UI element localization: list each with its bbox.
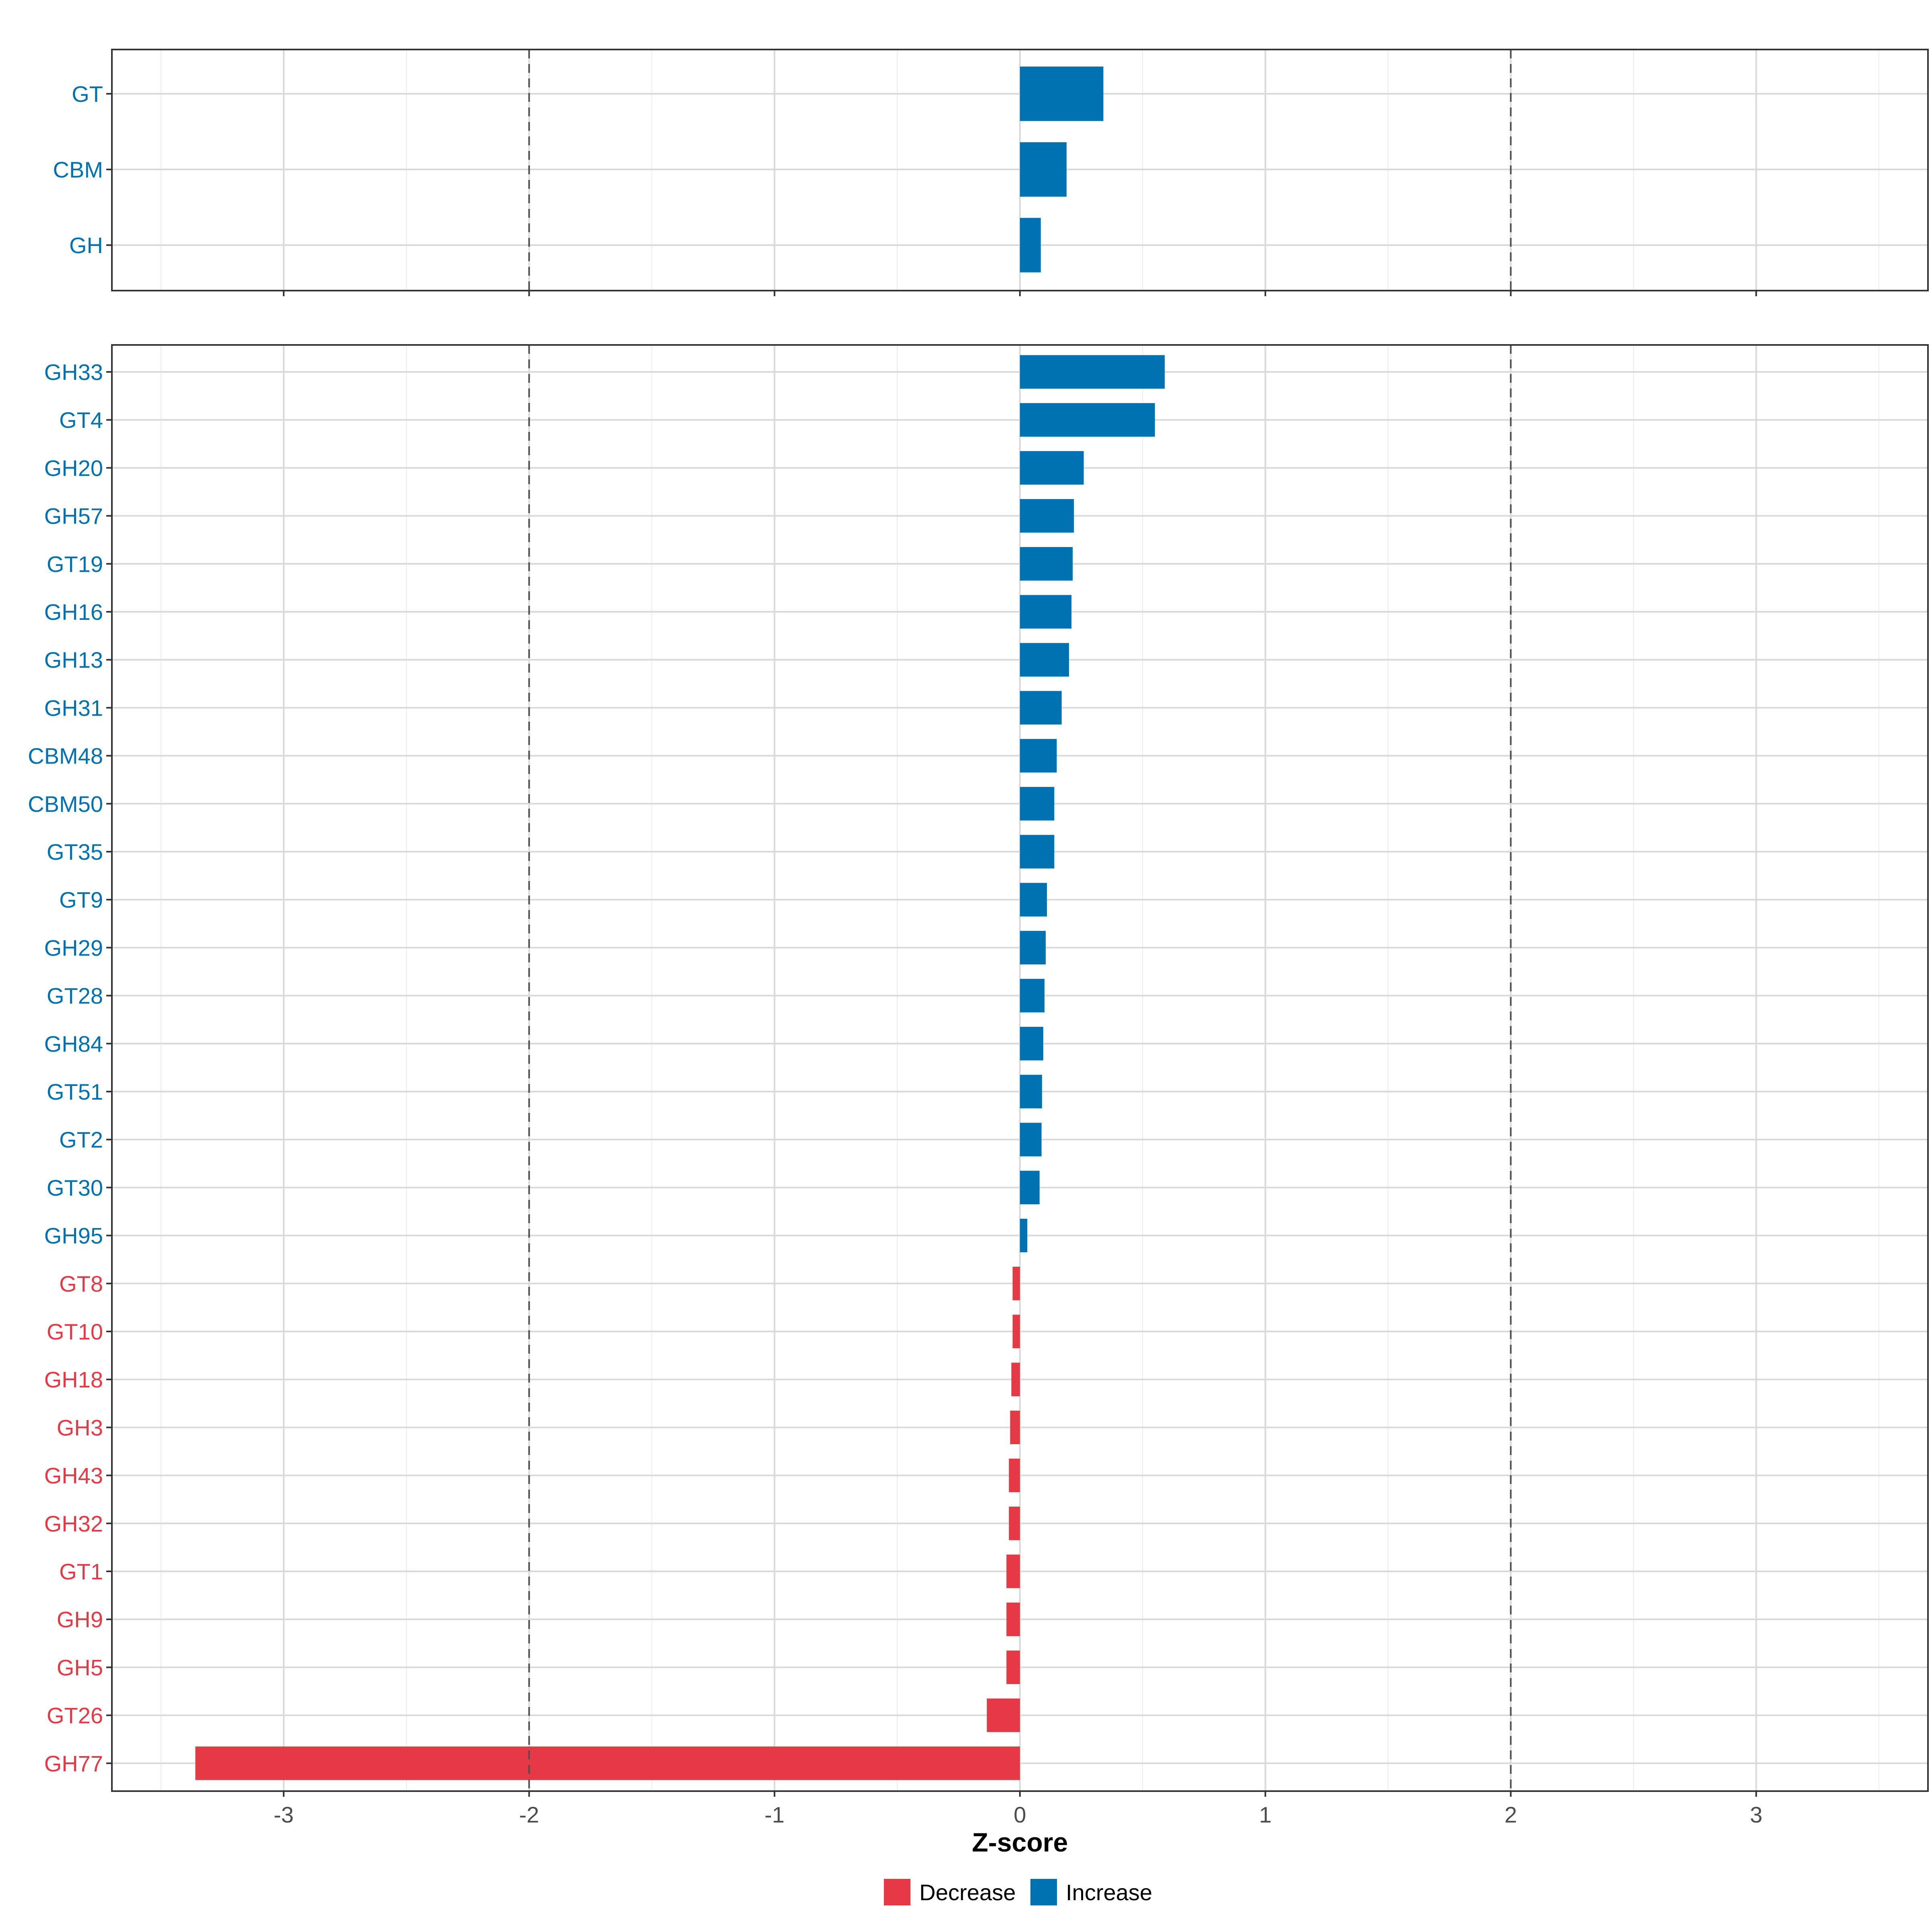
bar-cbm bbox=[1020, 142, 1067, 197]
category-label: GT10 bbox=[47, 1319, 103, 1344]
bar-gh33 bbox=[1020, 355, 1165, 389]
bar-gh bbox=[1020, 218, 1041, 272]
x-tick-label: 3 bbox=[1750, 1802, 1763, 1827]
bar-gh16 bbox=[1020, 595, 1072, 629]
category-label: GH20 bbox=[44, 455, 103, 481]
bar-cbm48 bbox=[1020, 739, 1057, 773]
panel-border bbox=[111, 344, 1929, 1792]
x-tick-label: -1 bbox=[764, 1802, 784, 1827]
category-label: GH84 bbox=[44, 1031, 103, 1057]
category-label: GH95 bbox=[44, 1223, 103, 1249]
bar-gh5 bbox=[1006, 1650, 1020, 1684]
panel-border bbox=[111, 49, 1929, 291]
x-tick-label: -2 bbox=[519, 1802, 539, 1827]
category-label: GT4 bbox=[59, 407, 103, 433]
category-label: CBM bbox=[53, 157, 103, 182]
bar-gt4 bbox=[1020, 403, 1155, 437]
bar-gh18 bbox=[1011, 1362, 1020, 1396]
category-label: GT19 bbox=[47, 551, 103, 577]
category-label: GH13 bbox=[44, 647, 103, 673]
legend-label-increase: Increase bbox=[1066, 1880, 1152, 1905]
bar-gh31 bbox=[1020, 691, 1062, 725]
category-label: GT30 bbox=[47, 1175, 103, 1200]
category-label: GT51 bbox=[47, 1079, 103, 1104]
bar-gt35 bbox=[1020, 835, 1055, 869]
bar-gh3 bbox=[1010, 1410, 1020, 1445]
category-label: GH32 bbox=[44, 1511, 103, 1536]
bar-gh20 bbox=[1020, 451, 1084, 485]
category-label: CBM48 bbox=[28, 743, 103, 769]
bar-gt19 bbox=[1020, 547, 1073, 581]
x-tick-label: -3 bbox=[274, 1802, 294, 1827]
legend-swatch-increase bbox=[1030, 1879, 1057, 1905]
category-label: GH3 bbox=[57, 1415, 103, 1440]
bar-gt8 bbox=[1012, 1267, 1020, 1300]
top-panel: GT CBM GH bbox=[53, 49, 1929, 296]
bar-gt51 bbox=[1020, 1075, 1042, 1108]
category-label: GT28 bbox=[47, 983, 103, 1009]
category-label: GT9 bbox=[59, 887, 103, 912]
category-label: GT35 bbox=[47, 839, 103, 865]
bottom-panel: GH33 GT4 GH20 GH57 GT19 GH16 GH13 GH31 CBM48 CBM5… bbox=[28, 344, 1929, 1797]
category-label: GH77 bbox=[44, 1751, 103, 1776]
bar-gt26 bbox=[987, 1698, 1020, 1732]
bar-gh43 bbox=[1009, 1458, 1020, 1492]
bar-gt9 bbox=[1020, 883, 1047, 916]
category-label: GT2 bbox=[59, 1127, 103, 1152]
bar-gh13 bbox=[1020, 643, 1069, 677]
category-label: GH33 bbox=[44, 359, 103, 385]
bar-cbm50 bbox=[1020, 787, 1055, 821]
bar-gh29 bbox=[1020, 931, 1046, 965]
category-label: GT1 bbox=[59, 1559, 103, 1584]
bar-gt30 bbox=[1020, 1170, 1040, 1205]
category-label: GH43 bbox=[44, 1463, 103, 1488]
category-label: GH29 bbox=[44, 935, 103, 960]
category-label: GT bbox=[72, 81, 103, 107]
bar-gt28 bbox=[1020, 978, 1044, 1013]
legend-label-decrease: Decrease bbox=[919, 1880, 1016, 1905]
bar-gt bbox=[1020, 66, 1104, 121]
x-axis-title: Z-score bbox=[972, 1827, 1068, 1857]
category-label: GH18 bbox=[44, 1367, 103, 1392]
category-label: CBM50 bbox=[28, 791, 103, 817]
category-label: GH9 bbox=[57, 1607, 103, 1632]
bar-gh77 bbox=[195, 1746, 1020, 1780]
bar-gh57 bbox=[1020, 499, 1074, 533]
legend-swatch-decrease bbox=[884, 1879, 910, 1905]
x-tick-label: 1 bbox=[1259, 1802, 1271, 1827]
category-label: GH31 bbox=[44, 695, 103, 720]
bar-gt10 bbox=[1012, 1315, 1020, 1348]
bar-gt2 bbox=[1020, 1123, 1042, 1156]
category-label: GH bbox=[69, 233, 103, 258]
category-label: GT8 bbox=[59, 1271, 103, 1296]
category-label: GH57 bbox=[44, 504, 103, 529]
bar-gh32 bbox=[1009, 1507, 1020, 1540]
bar-gt1 bbox=[1006, 1554, 1020, 1588]
legend: Decrease Increase bbox=[884, 1879, 1152, 1905]
x-tick-label: 0 bbox=[1013, 1802, 1026, 1827]
category-label: GH5 bbox=[57, 1655, 103, 1680]
bar-gh95 bbox=[1020, 1218, 1028, 1253]
category-label: GH16 bbox=[44, 599, 103, 625]
bar-gh84 bbox=[1020, 1027, 1043, 1061]
x-tick-label: 2 bbox=[1505, 1802, 1517, 1827]
x-axis: -3 -2 -1 0 1 2 3 bbox=[274, 1802, 1763, 1827]
category-label: GT26 bbox=[47, 1703, 103, 1728]
bar-gh9 bbox=[1006, 1602, 1020, 1636]
